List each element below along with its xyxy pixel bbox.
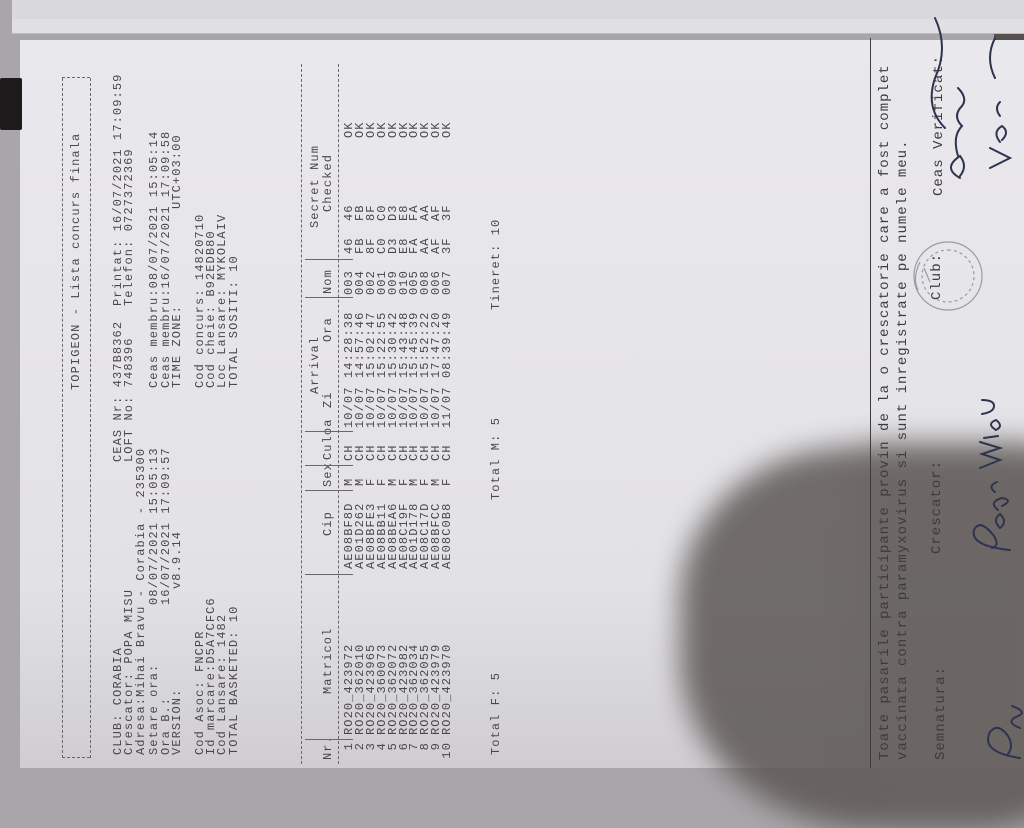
document-photo: TOPIGEON - Lista concurs finala CLUB: CO… <box>12 0 1024 828</box>
handwritten-signatures <box>930 17 1023 759</box>
signature-crescator <box>972 399 1011 551</box>
binder-clip <box>0 78 22 130</box>
signature-ceas-verificat <box>930 17 1013 179</box>
signatures-and-stamp <box>913 17 1023 759</box>
signature-semnatura <box>987 705 1023 759</box>
club-stamp <box>913 241 983 311</box>
